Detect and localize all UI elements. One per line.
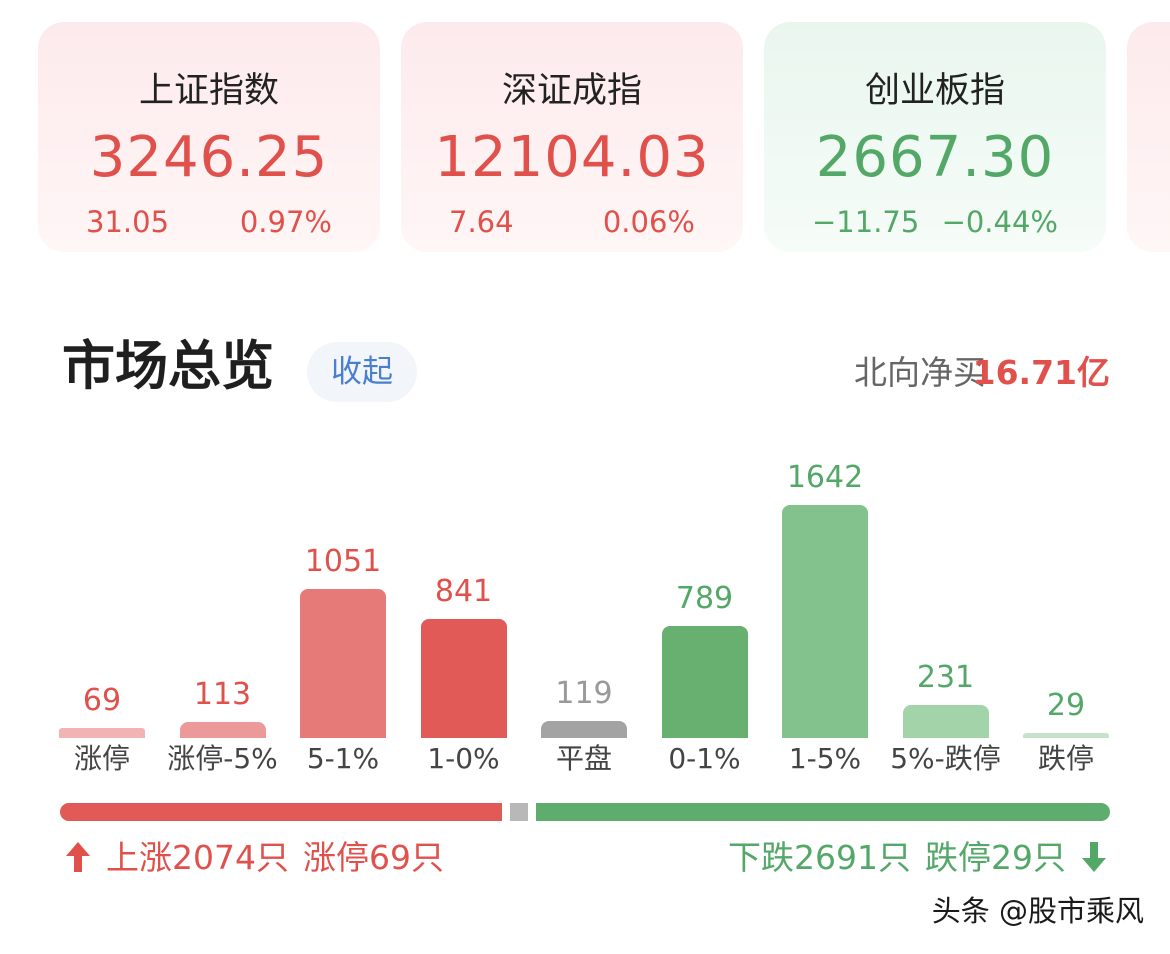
bar-category-label: 涨停-5% (167, 742, 278, 775)
index-change: 7.64 (449, 205, 514, 239)
index-change-pct: 0.97% (239, 205, 332, 239)
bar-value-label: 69 (82, 683, 122, 719)
bar-value-label: 113 (193, 676, 252, 712)
index-card-next[interactable] (1127, 22, 1170, 252)
bar-category-label: 涨停 (73, 742, 130, 775)
bar-category-label: 跌停 (1037, 742, 1094, 775)
advance-bar (60, 803, 503, 821)
index-value: 3246.25 (89, 125, 329, 190)
index-card-sse[interactable]: 上证指数 3246.25 31.05 0.97% (38, 22, 380, 252)
bar-category-label: 5-1% (306, 742, 380, 775)
limit-up-count: 涨停69只 (302, 837, 444, 877)
arrow-down-icon (1082, 842, 1106, 872)
index-change: 31.05 (86, 205, 170, 239)
bar-value-label: 119 (555, 676, 613, 712)
index-value: 12104.03 (434, 125, 710, 190)
bar-4 (541, 721, 627, 738)
watermark: 头条 @股市乘风 (931, 894, 1144, 928)
bar-2 (300, 588, 386, 738)
bar-category-label: 5%-跌停 (890, 742, 1001, 775)
decline-count: 下跌2691只 (728, 837, 911, 877)
bar-category-label: 1-0% (427, 742, 500, 775)
bar-value-label: 1051 (304, 543, 382, 579)
bar-3 (420, 618, 507, 738)
northbound-value: 16.71亿 (972, 353, 1110, 392)
index-name: 创业板指 (864, 71, 1005, 111)
decline-summary: 下跌2691只 跌停29只 (728, 840, 1108, 874)
arrow-up-icon (66, 842, 90, 872)
bar-6 (782, 505, 868, 738)
bar-value-label: 841 (434, 573, 493, 609)
index-card-chinext[interactable]: 创业板指 2667.30 −11.75 −0.44% (764, 22, 1106, 252)
advance-summary: 上涨2074只 涨停69只 (64, 840, 444, 874)
bar-0 (59, 728, 145, 738)
section-title: 市场总览 (62, 336, 274, 397)
index-name: 上证指数 (138, 71, 279, 111)
bar-category-label: 平盘 (555, 742, 612, 775)
decline-bar (536, 803, 1110, 821)
bar-value-label: 29 (1046, 688, 1086, 723)
index-change: −11.75 (812, 205, 920, 239)
bar-category-label: 1-5% (788, 742, 862, 775)
bar-value-label: 1642 (786, 460, 864, 495)
bar-value-label: 231 (916, 660, 975, 696)
bar-1 (179, 721, 266, 738)
index-card-szse[interactable]: 深证成指 12104.03 7.64 0.06% (401, 22, 743, 252)
index-change-pct: 0.06% (602, 205, 695, 239)
collapse-button[interactable]: 收起 (307, 342, 417, 402)
flat-divider (510, 803, 529, 821)
limit-down-count: 跌停29只 (925, 837, 1066, 877)
index-name: 深证成指 (501, 71, 642, 111)
bar-7 (902, 705, 989, 738)
bar-category-label: 0-1% (668, 742, 741, 775)
advance-count: 上涨2074只 (106, 837, 289, 877)
northbound-label: 北向净买 (854, 353, 986, 392)
index-value: 2667.30 (815, 125, 1055, 190)
bar-value-label: 789 (675, 581, 734, 617)
bar-8 (1023, 733, 1109, 738)
bar-5 (661, 626, 748, 738)
index-change-pct: −0.44% (941, 205, 1058, 239)
